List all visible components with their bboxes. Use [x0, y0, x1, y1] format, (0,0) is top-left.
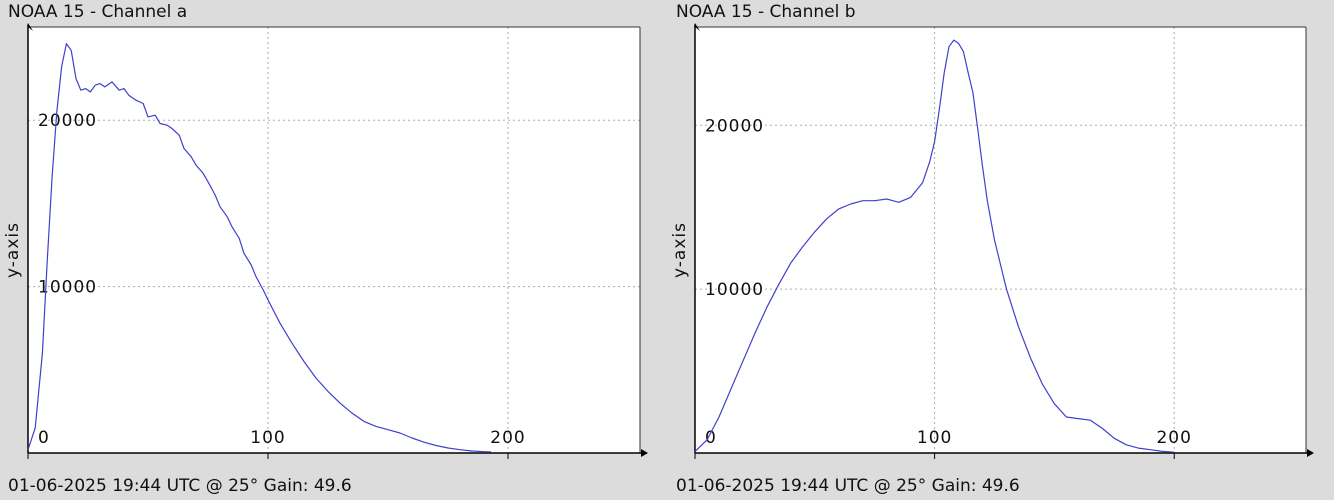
- chart-a-title: NOAA 15 - Channel a: [8, 2, 188, 22]
- chart-b-plot-area: [695, 27, 1306, 453]
- chart-b-y-arrow-icon: [694, 23, 700, 31]
- chart-a-series-line: [27, 43, 492, 453]
- chart-b-y-axis-label: y-axis: [670, 222, 690, 278]
- chart-a-y-axis-label: y-axis: [3, 222, 23, 278]
- chart-a-y-arrow-icon: [27, 23, 33, 31]
- chart-b-series-line: [694, 39, 1175, 453]
- chart-a-ytick-label-20000: 20000: [38, 111, 97, 131]
- chart-b-x-arrow-icon: [1307, 449, 1314, 457]
- chart-a-xtick-label-0: 0: [38, 428, 50, 448]
- chart-b-ytick-label-20000: 20000: [705, 116, 764, 136]
- chart-b-xtick-label-0: 0: [705, 428, 717, 448]
- chart-a-ytick-label-10000: 10000: [38, 278, 97, 298]
- chart-a-xtick-label-100: 100: [250, 428, 285, 448]
- chart-b-xtick-label-100: 100: [917, 428, 952, 448]
- chart-b-title: NOAA 15 - Channel b: [676, 2, 856, 22]
- chart-a-plot-area: [28, 27, 640, 453]
- chart-a-xtick-label-200: 200: [490, 428, 525, 448]
- chart-a-footer: 01-06-2025 19:44 UTC @ 25° Gain: 49.6: [8, 476, 352, 496]
- chart-b-footer: 01-06-2025 19:44 UTC @ 25° Gain: 49.6: [676, 476, 1020, 496]
- chart-b-ytick-label-10000: 10000: [705, 280, 764, 300]
- chart-a-x-arrow-icon: [641, 449, 648, 457]
- chart-b-xtick-label-200: 200: [1156, 428, 1191, 448]
